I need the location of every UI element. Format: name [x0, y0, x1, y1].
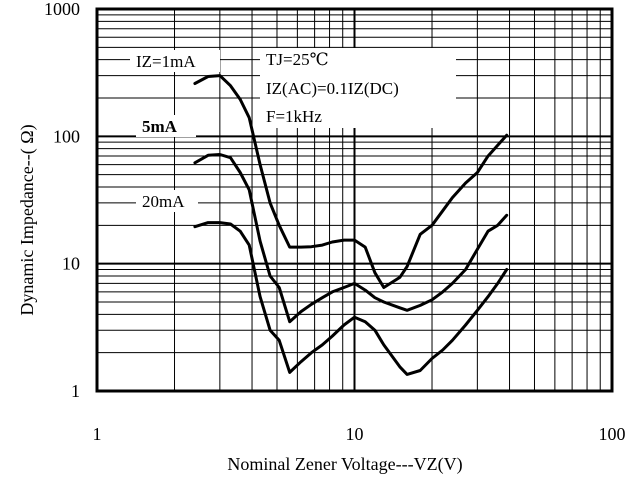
- x-tick-label: 100: [599, 424, 626, 444]
- condition-tj: TJ=25℃: [266, 50, 329, 69]
- series-line-2: [193, 221, 509, 376]
- series-line-0: [193, 74, 509, 289]
- series-curves: [193, 74, 509, 376]
- y-tick-label: 10: [62, 254, 80, 274]
- conditions-bg: [260, 48, 456, 128]
- condition-iz-ac: IZ(AC)=0.1IZ(DC): [266, 79, 399, 98]
- label-bg-1ma: [130, 50, 220, 72]
- series-line-1: [193, 153, 509, 324]
- y-axis-title: Dynamic Impedance--( Ω): [17, 124, 38, 315]
- series-label-5ma: 5mA: [142, 117, 178, 136]
- y-tick-label: 1: [71, 381, 80, 401]
- plot-frame: [95, 7, 614, 393]
- x-tick-label: 1: [93, 424, 102, 444]
- y-tick-label: 1000: [44, 0, 80, 19]
- series-label-20ma: 20mA: [142, 192, 185, 211]
- condition-freq: F=1kHz: [266, 107, 322, 126]
- x-axis-title: Nominal Zener Voltage---VZ(V): [227, 454, 462, 475]
- label-bg-20ma: [136, 190, 198, 212]
- x-tick-label: 10: [346, 424, 364, 444]
- tick-labels: 1 10 100 1 10 100 1000: [44, 0, 626, 444]
- series-label-1ma: IZ=1mA: [136, 52, 196, 71]
- y-tick-label: 100: [53, 126, 80, 146]
- label-bg-5ma: [136, 115, 196, 137]
